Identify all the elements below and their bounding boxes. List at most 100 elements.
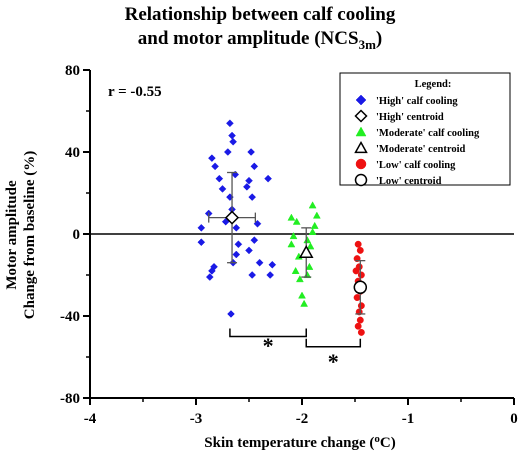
data-point bbox=[357, 302, 365, 310]
data-point bbox=[354, 240, 362, 248]
data-point bbox=[234, 240, 243, 249]
x-axis-title: Skin temperature change (oC) bbox=[204, 433, 395, 451]
data-point bbox=[268, 260, 277, 269]
y-tick-label: -80 bbox=[60, 391, 80, 407]
y-tick-label: 0 bbox=[73, 227, 81, 243]
chart-title-line2-end: ) bbox=[375, 28, 383, 49]
data-point bbox=[208, 154, 216, 163]
data-point bbox=[306, 242, 315, 250]
data-point bbox=[264, 174, 272, 183]
data-point bbox=[248, 271, 257, 279]
chart-title-line1: Relationship between calf cooling bbox=[124, 4, 396, 25]
x-tick-label: 0 bbox=[510, 411, 518, 427]
data-point bbox=[295, 275, 304, 283]
y-tick-label: 40 bbox=[65, 145, 80, 161]
y-tick-label: 80 bbox=[65, 63, 80, 79]
data-point bbox=[226, 119, 234, 128]
legend-entry-label: 'Moderate' centroid bbox=[376, 144, 465, 155]
data-point bbox=[356, 316, 364, 324]
chart-title-line2: and motor amplitude (NCS3m) bbox=[0, 28, 520, 56]
data-point bbox=[197, 238, 206, 247]
data-point bbox=[298, 291, 306, 299]
data-point bbox=[223, 148, 232, 156]
x-tick-label: -2 bbox=[296, 411, 309, 427]
legend: Legend: 'High' calf cooling 'High' centroi… bbox=[339, 72, 511, 187]
data-point bbox=[266, 271, 275, 279]
data-point bbox=[210, 262, 218, 271]
data-point bbox=[227, 310, 235, 318]
data-point bbox=[303, 236, 312, 244]
data-point bbox=[356, 246, 364, 254]
data-point bbox=[228, 131, 236, 140]
significance-bracket bbox=[229, 328, 307, 338]
data-point bbox=[229, 137, 237, 146]
x-axis-title-part: C) bbox=[380, 435, 396, 451]
legend-title: Legend: bbox=[415, 79, 452, 90]
axes: -80 -40 0 40 80 -4 -3 -2 -1 0 bbox=[60, 63, 518, 427]
data-point bbox=[245, 246, 253, 255]
data-point bbox=[211, 162, 219, 171]
x-tick-label: -4 bbox=[84, 411, 97, 427]
data-point bbox=[352, 267, 360, 275]
legend-marker bbox=[354, 109, 368, 123]
centroid-marker bbox=[298, 244, 314, 258]
legend-box bbox=[339, 72, 511, 186]
legend-entry-label: 'High' centroid bbox=[376, 112, 444, 123]
data-point bbox=[357, 328, 365, 336]
data-point bbox=[205, 273, 214, 281]
data-point bbox=[300, 299, 309, 307]
legend-marker bbox=[354, 173, 368, 187]
x-tick-label: -1 bbox=[402, 411, 415, 427]
legend-marker bbox=[355, 126, 367, 137]
data-point bbox=[232, 250, 241, 259]
data-point bbox=[218, 185, 227, 193]
data-point bbox=[305, 262, 314, 270]
centroids bbox=[208, 171, 368, 315]
data-point bbox=[250, 162, 259, 171]
correlation-annotation: r = -0.55 bbox=[108, 84, 162, 100]
x-axis-title-part: o bbox=[374, 433, 380, 445]
data-point bbox=[255, 258, 264, 267]
data-point bbox=[354, 322, 362, 330]
data-point bbox=[310, 221, 319, 229]
data-point bbox=[287, 213, 296, 221]
x-axis-title-part: Skin temperature change ( bbox=[204, 435, 374, 451]
data-point bbox=[243, 182, 251, 191]
data-point bbox=[197, 223, 206, 232]
data-point bbox=[232, 223, 241, 232]
data-point bbox=[247, 148, 255, 156]
legend-entry-label: 'Low' calf cooling bbox=[376, 160, 456, 171]
data-point bbox=[245, 176, 253, 185]
data-point bbox=[357, 271, 365, 279]
chart-title-subscript: 3m bbox=[358, 36, 376, 52]
data-point bbox=[248, 193, 257, 201]
significance-bracket bbox=[305, 338, 362, 348]
legend-marker bbox=[355, 94, 367, 106]
significance-star: * bbox=[328, 349, 339, 374]
data-point bbox=[312, 211, 321, 219]
y-axis-title-line2: Change from baseline (%) bbox=[22, 151, 38, 319]
data-point bbox=[353, 294, 361, 301]
data-point bbox=[287, 240, 296, 248]
centroid-marker bbox=[353, 280, 368, 295]
data-point bbox=[308, 201, 317, 209]
data-point bbox=[303, 270, 312, 279]
legend-marker bbox=[355, 158, 367, 170]
data-point bbox=[308, 227, 317, 235]
data-point bbox=[291, 266, 300, 274]
legend-marker bbox=[354, 140, 368, 154]
data-point bbox=[250, 236, 259, 245]
data-point bbox=[292, 217, 301, 225]
significance-brackets: ** bbox=[229, 328, 362, 374]
y-axis-title-line1: Motor amplitude bbox=[4, 180, 20, 290]
legend-entry-label: 'Low' centroid bbox=[376, 176, 442, 187]
legend-entry-label: 'High' calf cooling bbox=[376, 96, 458, 107]
legend-entry-label: 'Moderate' calf cooling bbox=[376, 128, 480, 139]
y-tick-label: -40 bbox=[60, 309, 80, 325]
centroid-marker bbox=[224, 210, 240, 225]
significance-star: * bbox=[263, 333, 274, 358]
chart-title-line2-text: and motor amplitude (NCS bbox=[137, 28, 359, 49]
data-point bbox=[215, 174, 224, 183]
x-tick-label: -3 bbox=[190, 411, 203, 427]
